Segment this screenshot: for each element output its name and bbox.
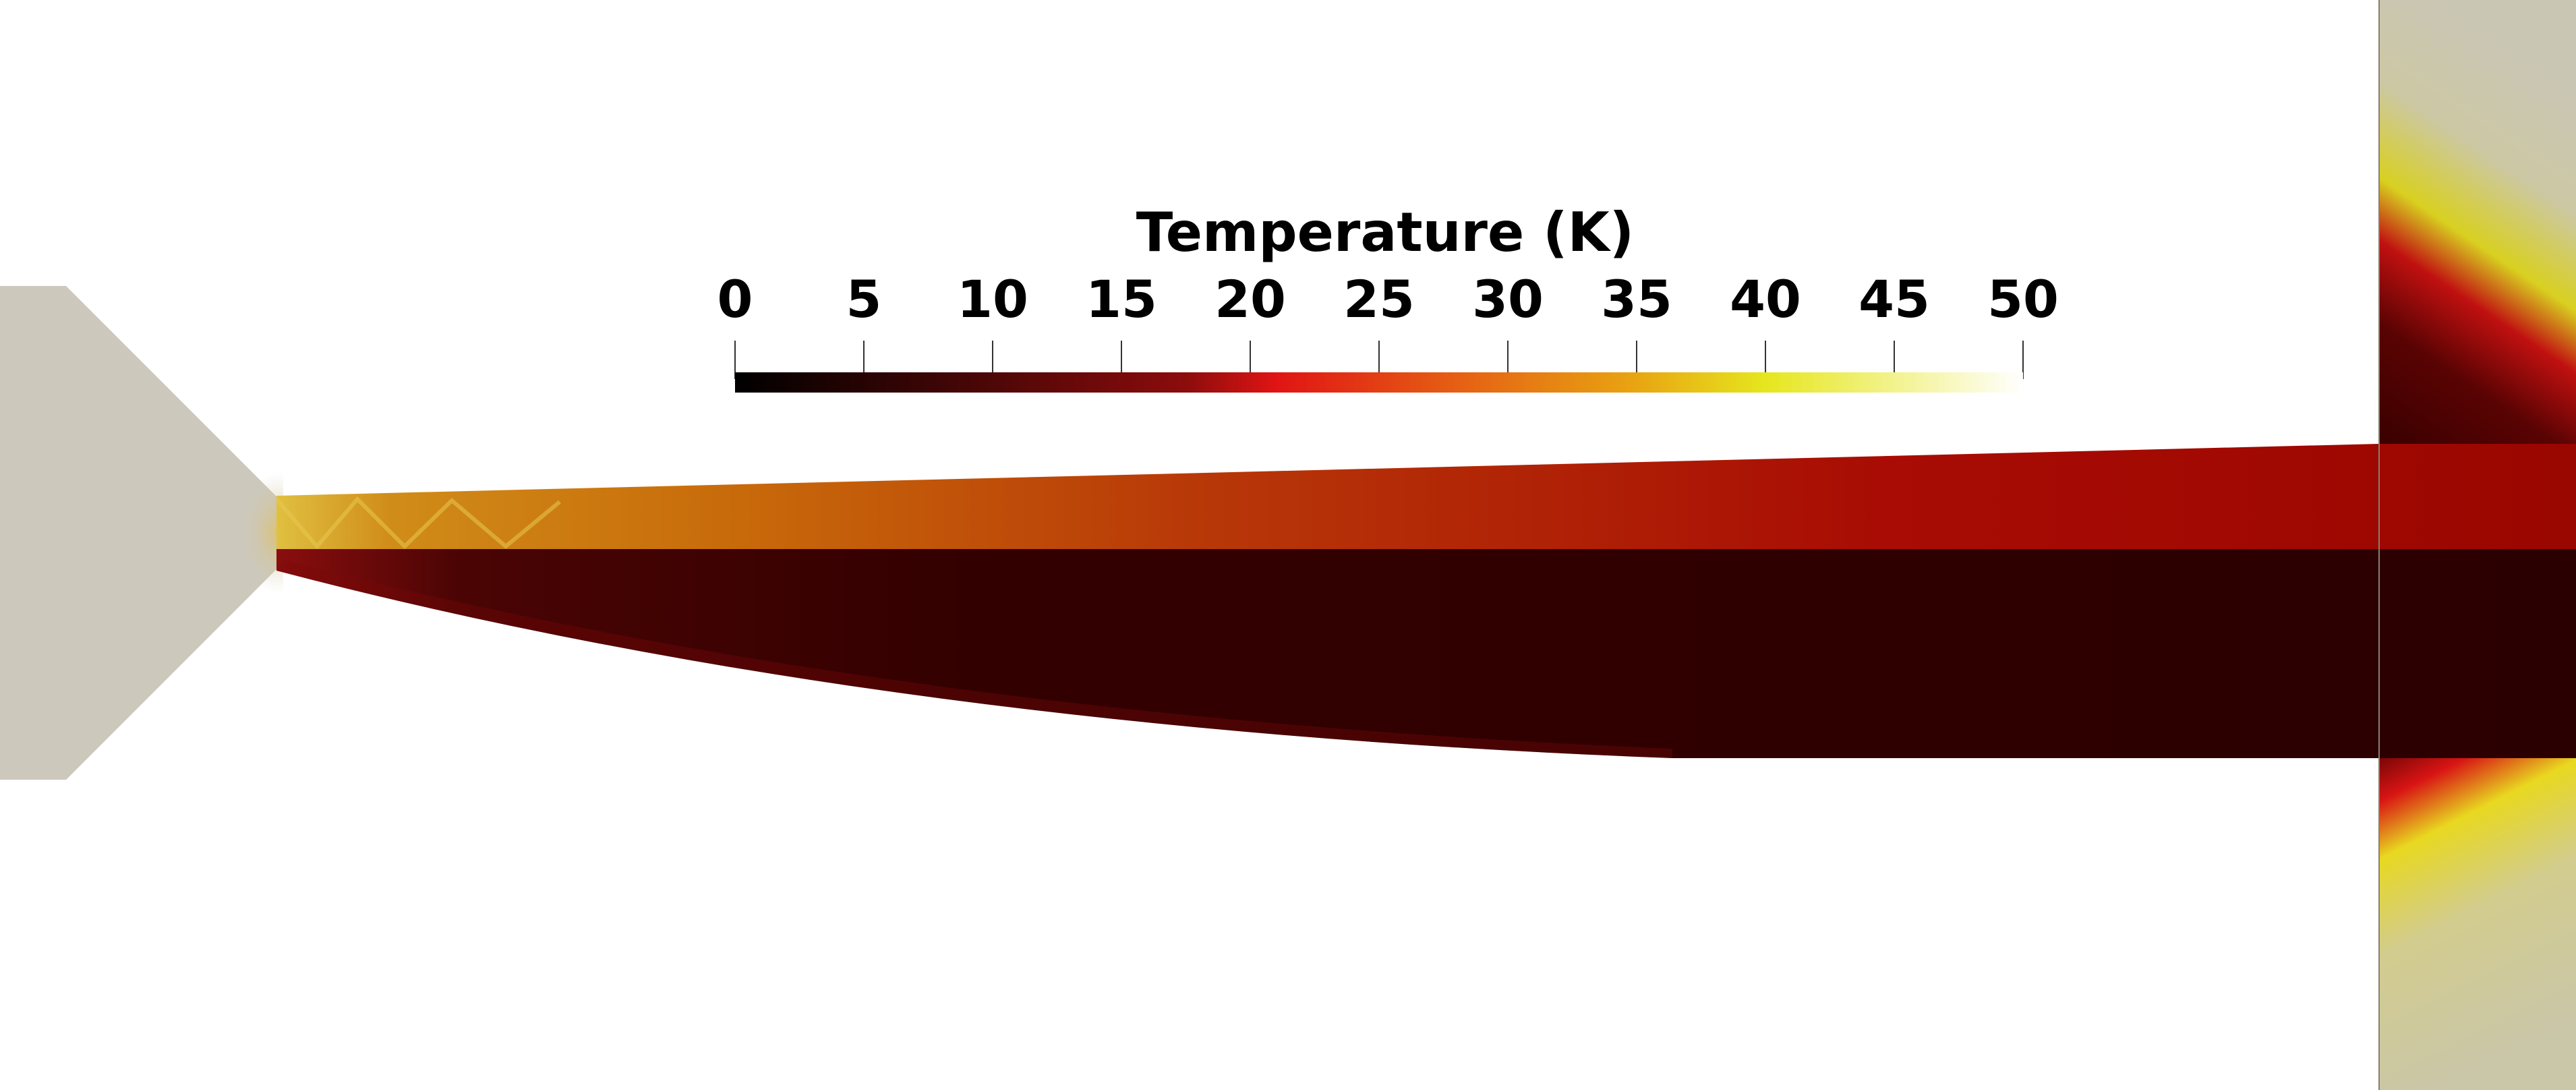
nozzle-solid <box>0 286 276 780</box>
colorbar-tick-label: 5 <box>846 269 882 329</box>
colorbar-tick-label: 10 <box>957 269 1028 329</box>
colorbar-tick-label: 0 <box>718 269 753 329</box>
colorbar: Temperature (K) 0 5 10 15 20 25 30 35 40 45 50 <box>718 201 2059 393</box>
colorbar-tick-label: 45 <box>1858 269 1930 329</box>
right-wall-lower <box>2379 758 2576 1090</box>
colorbar-tick-label: 20 <box>1214 269 1286 329</box>
right-wall-upper <box>2379 0 2576 444</box>
nozzle-glow <box>202 472 283 594</box>
shock-cells <box>274 496 561 550</box>
colorbar-tick-label: 40 <box>1730 269 1801 329</box>
colorbar-tick-label: 50 <box>1987 269 2059 329</box>
colorbar-ticks: 0 5 10 15 20 25 30 35 40 45 50 <box>718 269 2059 379</box>
colorbar-tick-label: 25 <box>1343 269 1415 329</box>
upper-jet-region <box>276 444 2576 549</box>
colorbar-title: Temperature (K) <box>1136 201 1634 264</box>
colorbar-tick-label: 35 <box>1601 269 1672 329</box>
colorbar-tick-label: 15 <box>1086 269 1157 329</box>
lower-jet-region <box>276 549 2576 758</box>
colorbar-gradient <box>735 372 2023 393</box>
colorbar-tick-label: 30 <box>1472 269 1544 329</box>
